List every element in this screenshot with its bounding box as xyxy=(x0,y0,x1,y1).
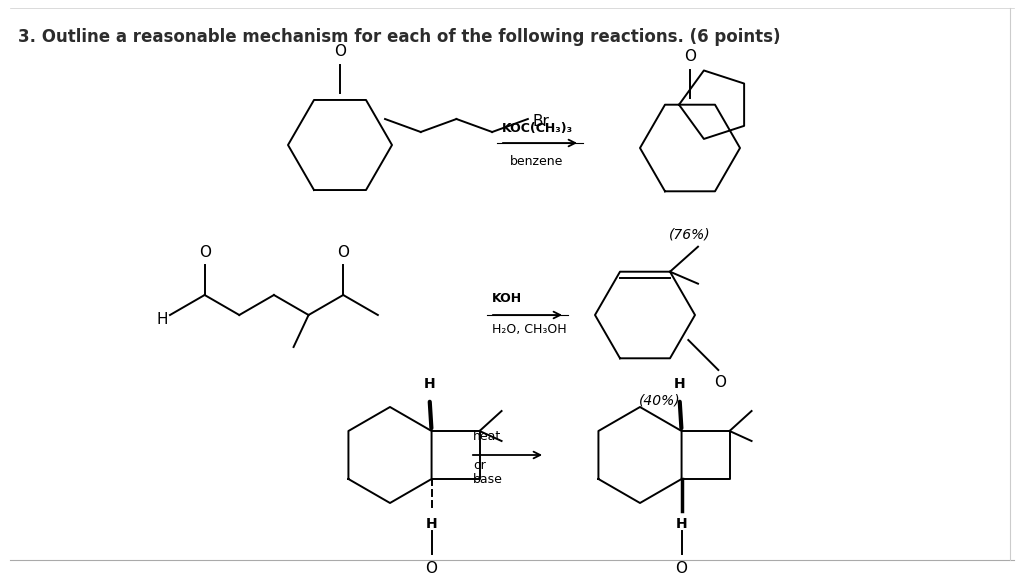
Text: 3. Outline a reasonable mechanism for each of the following reactions. (6 points: 3. Outline a reasonable mechanism for ea… xyxy=(18,28,780,46)
Text: Br: Br xyxy=(532,113,550,128)
Text: O: O xyxy=(334,44,346,59)
Text: (40%): (40%) xyxy=(639,393,681,407)
Text: H: H xyxy=(426,517,437,531)
Text: H: H xyxy=(674,377,685,391)
Text: KOH: KOH xyxy=(492,292,522,305)
Text: base: base xyxy=(473,473,503,486)
Text: O: O xyxy=(199,245,211,260)
Text: or: or xyxy=(473,459,485,472)
Text: benzene: benzene xyxy=(510,155,563,168)
Text: O: O xyxy=(684,49,696,64)
Text: H: H xyxy=(424,377,435,391)
Text: O: O xyxy=(426,561,437,576)
Text: KOC(CH₃)₃: KOC(CH₃)₃ xyxy=(502,122,573,135)
Text: (76%): (76%) xyxy=(670,228,711,242)
Text: O: O xyxy=(715,375,726,390)
Text: H: H xyxy=(157,313,168,328)
Text: H₂O, CH₃OH: H₂O, CH₃OH xyxy=(492,323,566,336)
Text: O: O xyxy=(676,561,687,576)
Text: H: H xyxy=(676,517,687,531)
Text: heat: heat xyxy=(473,430,502,443)
Text: O: O xyxy=(337,245,349,260)
